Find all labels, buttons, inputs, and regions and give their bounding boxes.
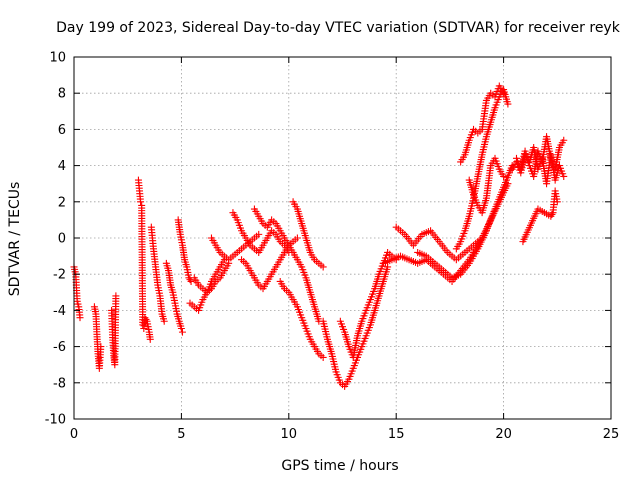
series-t2	[108, 292, 120, 369]
series-t4	[147, 223, 168, 325]
series-t16	[336, 248, 400, 361]
data-points	[70, 82, 568, 390]
data-point	[319, 263, 327, 271]
x-tick-label: 5	[177, 427, 185, 442]
y-tick-label: -10	[45, 413, 66, 428]
series-t23	[508, 133, 568, 180]
data-point	[560, 172, 568, 180]
chart-title: Day 199 of 2023, Sidereal Day-to-day VTE…	[56, 20, 621, 36]
series-t14	[289, 198, 327, 271]
y-axis-label: SDTVAR / TECUs	[7, 182, 23, 297]
series-t18	[392, 180, 512, 264]
data-point	[255, 230, 263, 238]
data-point	[293, 234, 301, 242]
series-t8	[190, 259, 233, 296]
data-point	[146, 335, 154, 343]
data-point	[319, 353, 327, 361]
data-point	[553, 198, 561, 206]
x-tick-label: 15	[388, 427, 405, 442]
axis-ticks: 0 5 10 15 20 25 -10 -8 -6 -4 -2 0 2 4 6 8 10	[45, 51, 620, 443]
series-t12	[250, 205, 323, 325]
series-t1	[90, 303, 105, 372]
series-t22	[465, 154, 508, 217]
y-tick-label: -2	[53, 268, 66, 283]
y-tick-label: -8	[53, 376, 66, 391]
x-tick-label: 0	[70, 427, 78, 442]
series-t7	[186, 256, 228, 314]
data-point	[137, 198, 145, 206]
y-tick-label: 6	[58, 123, 66, 138]
series-t19	[414, 162, 516, 282]
data-point	[500, 172, 508, 180]
x-tick-label: 25	[603, 427, 620, 442]
data-point	[187, 277, 195, 285]
data-point	[97, 343, 105, 351]
data-point	[548, 210, 556, 218]
series-t15	[319, 263, 392, 390]
series-t6	[174, 216, 195, 285]
series-t10	[229, 209, 293, 256]
data-point	[178, 328, 186, 336]
data-point	[504, 100, 512, 108]
data-point	[560, 136, 568, 144]
data-point	[160, 317, 168, 325]
y-tick-label: 10	[49, 51, 66, 66]
series-t21	[457, 82, 508, 166]
x-axis-label: GPS time / hours	[281, 458, 398, 474]
series-t13	[276, 277, 327, 361]
y-tick-label: 8	[58, 87, 66, 102]
data-point	[76, 314, 84, 322]
y-tick-label: 0	[58, 232, 66, 247]
data-point	[500, 89, 508, 97]
data-point	[177, 325, 185, 332]
series-t25	[519, 187, 561, 246]
y-tick-label: -6	[53, 340, 66, 355]
x-tick-label: 10	[281, 427, 298, 442]
y-tick-label: 2	[58, 195, 66, 210]
series-t5	[162, 259, 186, 336]
series-t3	[134, 176, 154, 343]
y-tick-label: -4	[53, 304, 66, 319]
data-point	[112, 292, 120, 300]
series-t0	[70, 263, 84, 322]
x-tick-label: 20	[495, 427, 512, 442]
series-t24	[512, 144, 568, 188]
y-tick-label: 4	[58, 159, 66, 174]
data-point	[186, 276, 194, 284]
